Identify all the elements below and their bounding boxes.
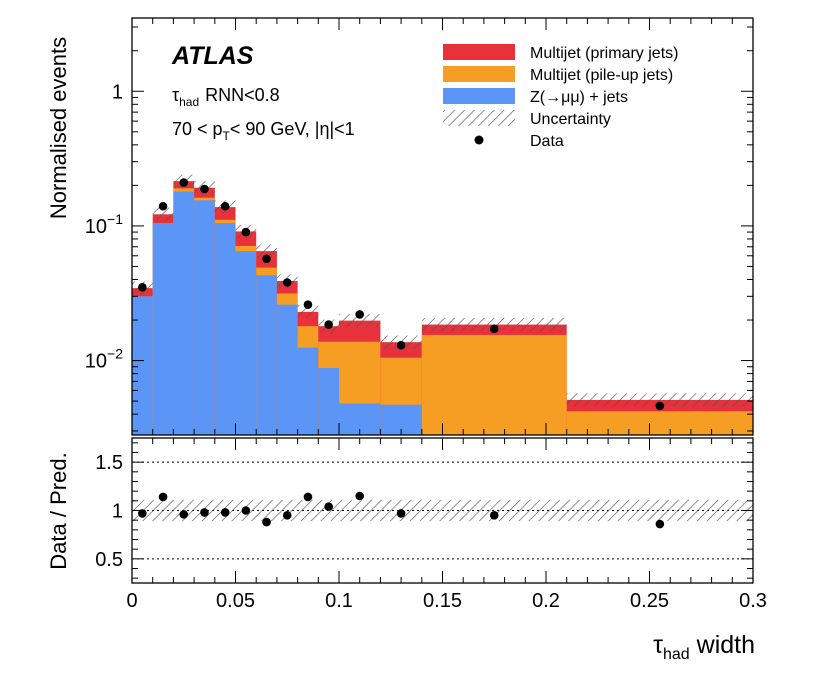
legend-swatch-primary <box>443 44 515 60</box>
atlas-label: ATLAS <box>171 42 254 70</box>
bar-zjets-9 <box>318 368 339 435</box>
data-point-0 <box>138 283 147 292</box>
data-point-5 <box>241 227 251 237</box>
bar-zjets-2 <box>173 191 195 435</box>
data-point-1 <box>158 201 168 211</box>
uncertainty-band-6 <box>256 244 277 258</box>
y-tick-label-2: 10−2 <box>85 346 123 373</box>
x-label-had-subscript: had <box>663 646 690 663</box>
data-point-13 <box>655 401 665 411</box>
annotation-pt-prefix: 70 < p <box>172 119 223 139</box>
legend-marker-data <box>474 135 484 145</box>
y-tick-label-0: 1 <box>112 81 123 103</box>
uncertainty-band-8 <box>297 305 319 319</box>
ratio-point-1 <box>158 492 168 502</box>
ratio-point-12 <box>489 511 499 520</box>
bar-pileup-13 <box>566 411 753 435</box>
x-label-tau: τ <box>653 631 663 659</box>
ratio-point-11 <box>396 509 406 518</box>
data-point-8 <box>303 300 313 309</box>
bar-zjets-7 <box>276 304 298 435</box>
annotation-t-subscript: T <box>223 129 231 143</box>
data-points <box>138 178 665 411</box>
uncertainty-band-13 <box>566 393 753 407</box>
ratio-y-axis-label: Data / Pred. <box>46 452 71 569</box>
data-point-11 <box>396 340 406 350</box>
uncertainty-bands <box>132 174 753 407</box>
ratio-point-13 <box>655 519 665 529</box>
stacked-histogram <box>132 181 753 435</box>
data-point-12 <box>489 324 499 334</box>
x-tick-label-6: 0.3 <box>739 590 767 612</box>
ratio-point-6 <box>262 517 271 527</box>
kinematic-annotation: 70 < pT< 90 GeV, |η|<1 <box>172 119 355 143</box>
bar-zjets-8 <box>297 347 319 435</box>
main-axis-ticks: 1 10−1 10−2 <box>85 18 754 435</box>
uncertainty-band-10 <box>339 313 381 328</box>
data-point-3 <box>200 184 209 194</box>
ratio-axis-ticks: 0.5 1 1.5 0 0.05 0.1 0.15 0.2 0.25 0.3 <box>95 438 767 612</box>
ratio-y-tick-label-0: 0.5 <box>95 549 123 571</box>
ratio-point-7 <box>282 511 292 520</box>
x-tick-label-1: 0.05 <box>216 590 255 612</box>
y-tick-label-1: 10−1 <box>85 211 123 238</box>
legend-swatch-uncertainty <box>443 110 515 126</box>
data-point-6 <box>262 254 271 264</box>
x-axis-label: τhad width <box>653 631 755 663</box>
x-label-width: width <box>690 631 755 659</box>
main-y-axis-label: Normalised events <box>46 37 71 219</box>
annotation-pt-range: < 90 GeV, |η|<1 <box>230 119 355 139</box>
legend-swatch-zjets <box>443 88 515 104</box>
bar-zjets-0 <box>132 296 153 435</box>
ratio-point-9 <box>324 502 333 511</box>
bar-pileup-12 <box>421 334 567 435</box>
annotation-had-subscript: had <box>179 95 199 109</box>
data-point-10 <box>355 310 365 319</box>
annotation-rnn-cut: RNN<0.8 <box>205 85 280 105</box>
ratio-y-tick-label-2: 1.5 <box>95 452 123 474</box>
x-tick-label-0: 0 <box>126 590 137 612</box>
data-point-9 <box>324 320 333 329</box>
x-tick-label-5: 0.25 <box>630 590 669 612</box>
legend: Multijet (primary jets) Multijet (pile-u… <box>443 44 678 150</box>
legend-label-pileup: Multijet (pile-up jets) <box>530 67 673 84</box>
ratio-point-2 <box>179 510 189 519</box>
data-point-2 <box>179 178 189 187</box>
legend-label-zjets: Z(→μμ) + jets <box>530 89 628 106</box>
bar-zjets-1 <box>152 223 174 435</box>
ratio-point-3 <box>200 508 209 517</box>
data-point-4 <box>220 201 230 211</box>
legend-label-uncertainty: Uncertainty <box>530 111 611 128</box>
data-point-7 <box>282 278 292 287</box>
bar-zjets-4 <box>214 223 236 435</box>
ratio-point-10 <box>355 491 365 501</box>
ratio-point-5 <box>241 506 251 515</box>
ratio-point-4 <box>220 508 230 517</box>
bar-zjets-5 <box>235 251 257 435</box>
uncertainty-band-1 <box>152 207 174 222</box>
legend-label-primary: Multijet (primary jets) <box>530 45 678 62</box>
legend-swatch-pileup <box>443 66 515 82</box>
ratio-points <box>138 491 665 529</box>
selection-annotation: τhad RNN<0.8 <box>172 85 280 109</box>
annotation-tau: τ <box>172 85 179 105</box>
x-tick-label-3: 0.15 <box>423 590 462 612</box>
ratio-point-0 <box>138 509 147 518</box>
legend-label-data: Data <box>530 133 564 150</box>
ratio-point-8 <box>303 492 313 502</box>
x-tick-label-2: 0.1 <box>325 590 353 612</box>
bar-zjets-6 <box>256 275 277 435</box>
x-tick-label-4: 0.2 <box>532 590 560 612</box>
ratio-y-tick-label-1: 1 <box>112 501 123 523</box>
bar-zjets-3 <box>194 200 215 435</box>
